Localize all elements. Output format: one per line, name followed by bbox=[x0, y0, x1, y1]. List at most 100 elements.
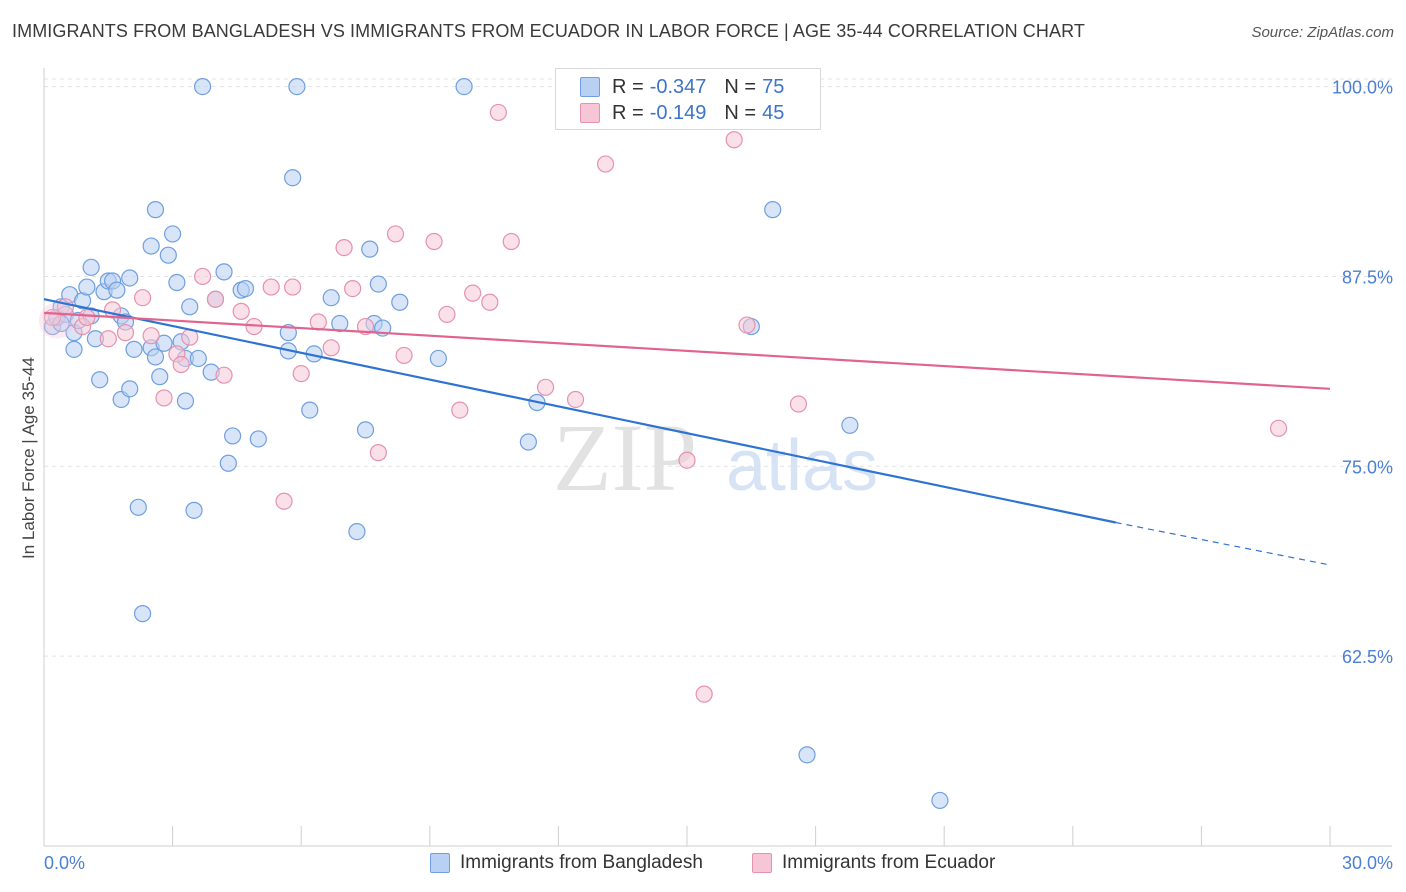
data-point bbox=[322, 339, 340, 357]
data-point bbox=[249, 430, 267, 448]
legend-row-ecuador: R = -0.149 N = 45 bbox=[580, 101, 784, 125]
data-point bbox=[121, 269, 139, 287]
data-point bbox=[262, 278, 280, 296]
legend-swatch-blue bbox=[430, 853, 450, 873]
data-point bbox=[789, 395, 808, 413]
data-point bbox=[65, 340, 83, 358]
data-point bbox=[395, 346, 413, 365]
series-legend: Immigrants from Bangladesh Immigrants fr… bbox=[0, 852, 1406, 878]
data-point bbox=[536, 378, 555, 396]
data-point bbox=[738, 316, 756, 334]
chart-title: IMMIGRANTS FROM BANGLADESH VS IMMIGRANTS… bbox=[12, 21, 1085, 41]
data-point bbox=[194, 77, 212, 96]
data-point bbox=[322, 289, 340, 307]
axes bbox=[43, 68, 1392, 847]
data-point bbox=[725, 131, 743, 149]
data-point bbox=[369, 444, 387, 462]
data-point bbox=[292, 365, 310, 383]
data-point bbox=[78, 278, 96, 296]
data-point bbox=[348, 523, 366, 541]
legend-r-value: -0.347 bbox=[649, 75, 707, 98]
data-point bbox=[344, 279, 362, 298]
data-point bbox=[215, 366, 233, 384]
legend-n-label: N = bbox=[724, 75, 757, 98]
y-tick-label: 87.5% bbox=[1342, 267, 1393, 287]
data-point bbox=[181, 298, 199, 316]
trend-line-bangladesh-extension bbox=[1115, 521, 1331, 566]
data-point bbox=[455, 77, 473, 96]
legend-n-label: N = bbox=[724, 101, 757, 124]
legend-row-bangladesh: R = -0.347 N = 75 bbox=[580, 75, 784, 99]
y-tick-label: 75.0% bbox=[1342, 457, 1393, 477]
data-point bbox=[1269, 419, 1288, 437]
data-point bbox=[146, 348, 165, 366]
data-point bbox=[284, 278, 302, 296]
data-point bbox=[489, 103, 507, 122]
series-ecuador-points bbox=[38, 103, 1288, 703]
trend-line-bangladesh bbox=[43, 298, 1116, 524]
legend-r-label: R = bbox=[612, 101, 644, 124]
legend-r-label: R = bbox=[612, 75, 644, 98]
data-point bbox=[91, 371, 109, 389]
data-point bbox=[386, 225, 405, 243]
data-point bbox=[129, 498, 147, 516]
data-point bbox=[82, 258, 100, 276]
data-point bbox=[125, 340, 143, 358]
data-point bbox=[438, 305, 456, 324]
data-point bbox=[335, 238, 353, 257]
data-point bbox=[288, 77, 306, 96]
data-point bbox=[78, 308, 96, 327]
data-point bbox=[121, 380, 139, 398]
data-point bbox=[284, 169, 302, 187]
data-point bbox=[108, 281, 126, 299]
watermark-atlas: atlas bbox=[726, 426, 878, 506]
legend-item-ecuador[interactable]: Immigrants from Ecuador bbox=[752, 852, 995, 874]
data-point bbox=[236, 279, 255, 298]
legend-n-value: 45 bbox=[762, 101, 785, 124]
data-point bbox=[356, 421, 375, 439]
legend-n-value: 75 bbox=[762, 75, 785, 98]
tick-labels: 62.5% 75.0% 87.5% 100.0% 0.0% 30.0% bbox=[44, 78, 1393, 873]
data-point bbox=[159, 246, 177, 264]
x-tick-label: 30.0% bbox=[1342, 853, 1393, 873]
data-point bbox=[331, 314, 349, 333]
data-point bbox=[133, 289, 152, 307]
grid-lines bbox=[44, 78, 1392, 657]
legend-swatch-pink bbox=[752, 853, 772, 873]
correlation-legend: R = -0.347 N = 75 R = -0.149 N = 45 bbox=[555, 68, 821, 130]
legend-item-bangladesh[interactable]: Immigrants from Bangladesh bbox=[430, 852, 703, 874]
data-point bbox=[155, 389, 173, 407]
trend-line-ecuador bbox=[43, 311, 1331, 390]
data-point bbox=[194, 267, 212, 286]
data-point bbox=[451, 401, 469, 419]
y-tick-label: 100.0% bbox=[1332, 78, 1393, 98]
data-point bbox=[464, 284, 482, 302]
data-point bbox=[215, 263, 233, 281]
data-point bbox=[361, 240, 379, 258]
data-point bbox=[99, 330, 117, 348]
data-point bbox=[798, 746, 816, 764]
data-point bbox=[695, 685, 713, 703]
data-point bbox=[391, 293, 409, 311]
legend-label-bangladesh: Immigrants from Bangladesh bbox=[460, 852, 703, 873]
data-point bbox=[224, 427, 242, 445]
source-credit: Source: ZipAtlas.com bbox=[1251, 24, 1394, 41]
legend-swatch-blue bbox=[580, 77, 600, 97]
legend-swatch-pink bbox=[580, 103, 600, 123]
data-cluster bbox=[38, 302, 75, 339]
data-point bbox=[142, 237, 160, 255]
data-point bbox=[164, 225, 182, 243]
data-point bbox=[168, 273, 186, 292]
data-point bbox=[369, 275, 387, 293]
trend-lines bbox=[43, 298, 1331, 566]
data-point bbox=[275, 492, 293, 510]
watermark-zip: ZIP bbox=[553, 404, 697, 511]
data-point bbox=[502, 232, 520, 251]
data-point bbox=[151, 368, 169, 386]
data-point bbox=[176, 392, 195, 410]
data-point bbox=[429, 349, 447, 368]
data-point bbox=[116, 324, 135, 342]
data-point bbox=[172, 355, 190, 374]
legend-label-ecuador: Immigrants from Ecuador bbox=[782, 852, 996, 873]
